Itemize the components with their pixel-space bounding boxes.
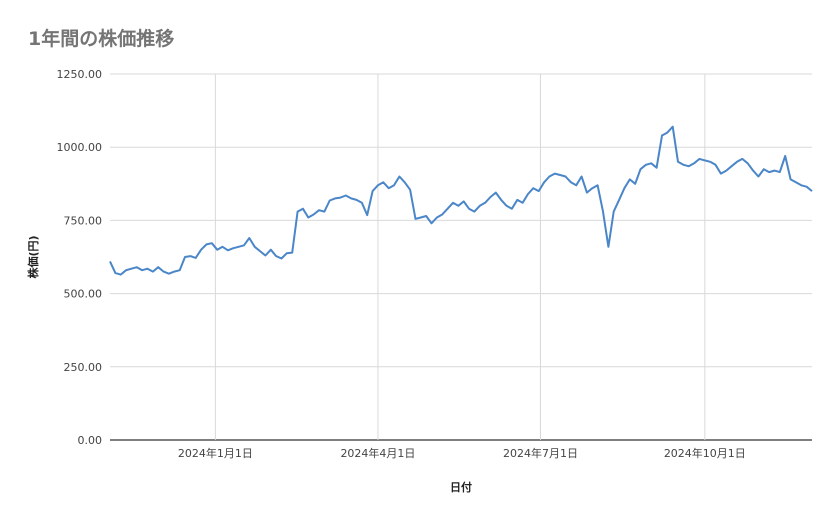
y-tick-label: 1000.00 <box>57 141 103 154</box>
y-tick-label: 1250.00 <box>57 68 103 81</box>
data-series <box>109 125 813 276</box>
y-tick-label: 750.00 <box>64 214 103 227</box>
y-tick-labels: 0.00 250.00 500.00 750.00 1000.00 1250.00 <box>57 68 103 447</box>
y-tick-label: 250.00 <box>64 361 103 374</box>
series-line <box>109 125 813 276</box>
x-tick-label: 2024年4月1日 <box>340 446 415 460</box>
y-tick-label: 500.00 <box>64 288 103 301</box>
gridlines <box>110 73 812 441</box>
x-tick-label: 2024年7月1日 <box>503 446 578 460</box>
x-tick-label: 2024年10月1日 <box>664 446 746 460</box>
x-tick-label: 2024年1月1日 <box>178 446 253 460</box>
chart-title: 1年間の株価推移 <box>28 28 175 50</box>
y-axis-label: 株価(円) <box>26 235 40 278</box>
x-tick-labels: 2024年1月1日 2024年4月1日 2024年7月1日 2024年10月1日 <box>178 446 746 460</box>
x-axis-label: 日付 <box>450 480 472 494</box>
y-tick-label: 0.00 <box>78 434 103 447</box>
